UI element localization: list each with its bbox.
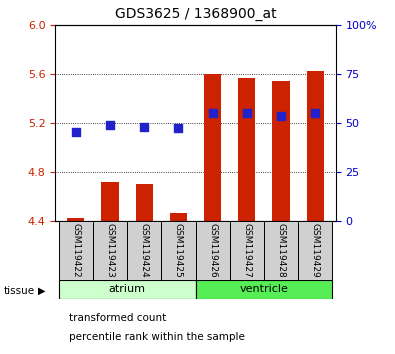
Point [73,129,79,135]
Text: ventricle: ventricle [239,284,288,295]
Text: GSM119426: GSM119426 [208,223,217,278]
Bar [204,74,221,221]
Text: GSM119422: GSM119422 [71,223,80,278]
Point [278,113,284,119]
Text: transformed count: transformed count [69,313,166,322]
Text: GSM119425: GSM119425 [174,223,183,278]
Text: GSM119429: GSM119429 [311,223,320,278]
Bar [67,218,85,221]
Text: GSM119423: GSM119423 [105,223,115,278]
Text: ▶: ▶ [38,286,45,296]
Text: GSM119427: GSM119427 [242,223,251,278]
Text: atrium: atrium [109,284,146,295]
Title: GDS3625 / 1368900_at: GDS3625 / 1368900_at [115,7,276,21]
Bar [135,184,153,221]
Text: percentile rank within the sample: percentile rank within the sample [69,332,245,342]
Point [209,110,216,116]
Point [312,110,318,116]
Bar [102,182,118,221]
Bar [59,280,196,299]
Bar [307,72,324,221]
Bar [59,221,93,280]
Point [175,125,182,131]
Bar [196,280,332,299]
Point [244,110,250,116]
Bar [161,221,196,280]
Point [141,124,147,130]
Bar [273,81,290,221]
Text: tissue: tissue [4,286,35,296]
Bar [170,213,187,221]
Bar [230,221,264,280]
Bar [196,221,230,280]
Bar [93,221,127,280]
Text: GSM119424: GSM119424 [140,223,149,278]
Bar [264,221,298,280]
Point [107,122,113,128]
Bar [298,221,332,280]
Bar [238,78,256,221]
Text: GSM119428: GSM119428 [276,223,286,278]
Bar [127,221,161,280]
